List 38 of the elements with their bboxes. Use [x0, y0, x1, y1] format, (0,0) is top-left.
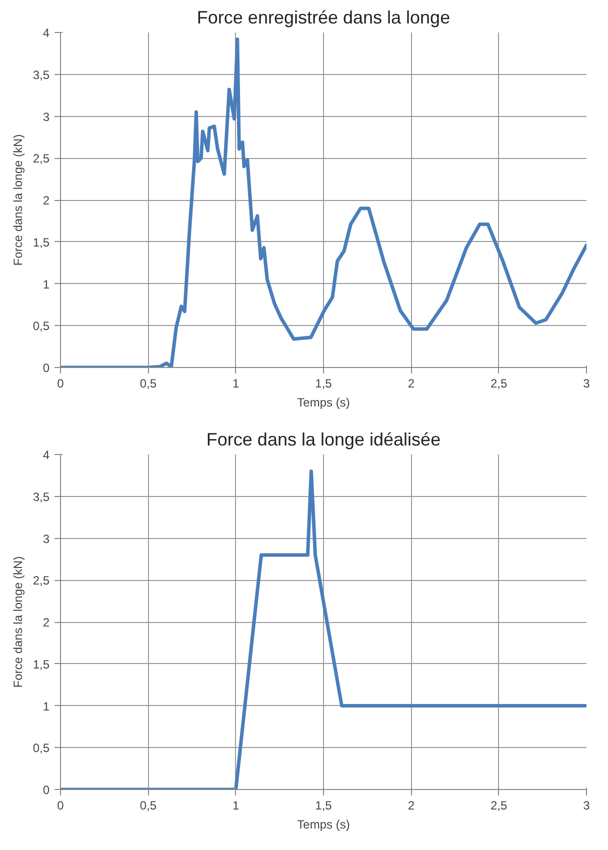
y-tick-label: 0,5: [32, 319, 50, 334]
y-tick-label: 4: [42, 448, 50, 462]
x-tick-label: 0: [57, 798, 64, 812]
x-tick-label: 2,5: [490, 798, 508, 812]
chart-title: Force enregistrée dans la longe: [196, 8, 450, 28]
y-tick-label: 3,5: [32, 490, 50, 504]
x-tick-label: 1,5: [315, 376, 332, 390]
y-axis-title: Force dans la longe (kN): [10, 556, 25, 688]
x-axis-title: Temps (s): [297, 818, 350, 832]
x-tick-label: 0,5: [140, 798, 157, 812]
y-tick-label: 0,5: [32, 741, 50, 756]
x-tick-label: 1: [232, 376, 240, 390]
x-tick-label: 0: [57, 376, 64, 390]
y-tick-label: 1,5: [32, 657, 50, 672]
y-tick-label: 2: [42, 194, 50, 208]
y-tick-label: 2,5: [32, 574, 50, 588]
y-tick-label: 0: [42, 361, 50, 375]
y-tick-label: 4: [42, 26, 50, 40]
y-tick-label: 3: [42, 532, 50, 546]
y-tick-label: 1: [42, 277, 50, 292]
y-tick-label: 2,5: [32, 152, 50, 166]
y-tick-label: 0: [42, 783, 50, 797]
y-tick-label: 3,5: [32, 68, 50, 82]
y-tick-label: 1: [42, 699, 50, 714]
x-tick-label: 2: [408, 798, 415, 812]
y-tick-label: 3: [42, 110, 50, 124]
x-tick-label: 1,5: [315, 798, 332, 812]
y-tick-label: 2: [42, 616, 50, 630]
x-tick-label: 2: [408, 376, 415, 390]
x-axis-title: Temps (s): [297, 396, 350, 410]
chart-title: Force dans la longe idéalisée: [206, 430, 441, 450]
y-tick-label: 1,5: [32, 235, 50, 250]
x-tick-label: 2,5: [490, 376, 508, 390]
x-tick-label: 0,5: [140, 376, 157, 390]
x-tick-label: 3: [583, 798, 590, 812]
y-axis-title: Force dans la longe (kN): [10, 134, 25, 266]
x-tick-label: 3: [583, 376, 590, 390]
x-tick-label: 1: [232, 798, 240, 812]
